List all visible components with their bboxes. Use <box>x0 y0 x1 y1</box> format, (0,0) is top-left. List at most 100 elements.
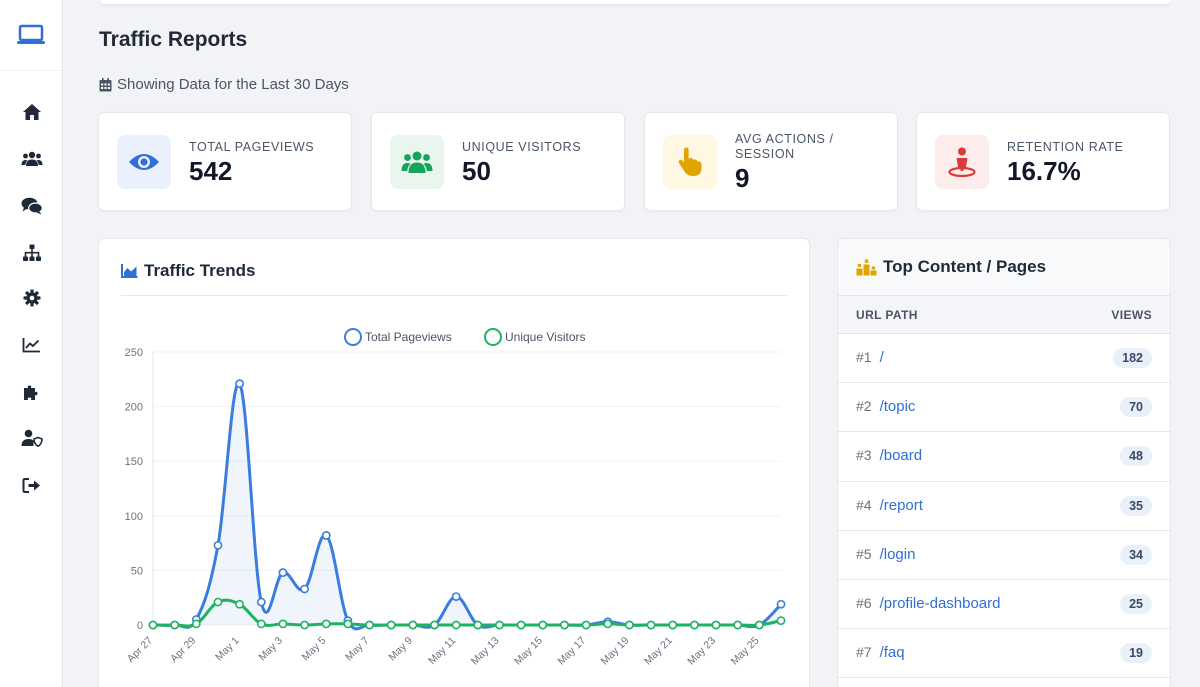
stat-icon-box <box>117 135 171 189</box>
x-tick-label: May 13 <box>469 635 502 668</box>
data-point <box>191 619 201 629</box>
row-views-badge: 19 <box>1120 643 1152 664</box>
data-point <box>235 599 245 609</box>
data-point <box>256 597 266 607</box>
sidebar-item-admins[interactable] <box>0 426 63 450</box>
y-tick-label: 0 <box>137 620 143 632</box>
sidebar-item-messages[interactable] <box>0 194 63 218</box>
legend-marker <box>484 328 502 346</box>
x-tick-label: May 1 <box>213 635 242 664</box>
data-point <box>170 620 180 630</box>
row-rank: #2 <box>856 398 872 415</box>
row-path-link[interactable]: / <box>879 349 884 367</box>
row-views-badge: 35 <box>1120 495 1152 516</box>
x-tick-label: May 21 <box>642 635 675 668</box>
location-icon <box>948 147 976 177</box>
traffic-line-chart: 0 50 100 150 200 250 Apr 27 Apr 29 May 1 May 3 May… <box>125 328 786 668</box>
x-tick-label: May 25 <box>729 635 762 668</box>
y-tick-label: 250 <box>125 347 143 359</box>
stat-value: 9 <box>735 163 750 193</box>
row-rank: #5 <box>856 545 872 562</box>
stat-icon-box <box>390 135 444 189</box>
gear-icon <box>23 289 40 307</box>
eye-icon <box>129 154 159 170</box>
row-rank: #3 <box>856 447 872 464</box>
sidebar-item-home[interactable] <box>0 100 63 124</box>
data-point <box>365 620 374 630</box>
data-point <box>625 620 634 630</box>
table-row[interactable]: #5/login 34 <box>838 531 1170 580</box>
top-content-title: Top Content / Pages <box>883 257 1047 276</box>
stat-label: Retention Rate <box>1007 140 1124 154</box>
x-tick-label: May 5 <box>300 635 329 664</box>
row-path-link[interactable]: /login <box>879 545 916 563</box>
data-point <box>430 620 439 630</box>
brand[interactable] <box>0 0 62 71</box>
stat-card-retention-rate: Retention Rate 16.7% <box>916 112 1170 211</box>
users-icon <box>21 151 42 166</box>
x-tick-label: May 15 <box>512 635 545 668</box>
row-views-badge: 34 <box>1120 544 1152 565</box>
stat-card-total-pageviews: Total Pageviews 542 <box>98 112 352 211</box>
data-point <box>668 620 678 630</box>
data-point <box>754 620 764 630</box>
divider <box>121 295 787 296</box>
sidebar-item-plugins[interactable] <box>0 380 63 404</box>
pointer-icon <box>678 147 702 176</box>
data-point <box>213 540 223 550</box>
data-point <box>776 599 786 609</box>
comments-icon <box>21 197 43 215</box>
x-tick-label: Apr 29 <box>168 635 198 665</box>
col-url-path: URL PATH <box>856 307 918 322</box>
sidebar-item-analytics[interactable] <box>0 333 63 357</box>
row-path-link[interactable]: /topic <box>879 398 916 416</box>
table-row[interactable]: #6/profile-dashboard 25 <box>838 580 1170 630</box>
page-title: Traffic Reports <box>99 28 248 51</box>
row-views-badge: 25 <box>1120 594 1152 615</box>
table-row[interactable]: #4/report 35 <box>838 482 1170 531</box>
x-tick-label: May 19 <box>599 635 632 668</box>
sidebar-item-sitemap[interactable] <box>0 241 63 265</box>
row-path-link[interactable]: /profile-dashboard <box>879 595 1001 613</box>
subtitle-text: Showing Data for the Last 30 Days <box>117 76 349 93</box>
table-row[interactable]: #2/topic 70 <box>838 383 1170 433</box>
table-header: URL PATH VIEWS <box>838 296 1170 334</box>
table-row[interactable]: #1 / 182 <box>838 334 1170 384</box>
data-point <box>300 584 309 594</box>
line-chart-icon <box>22 338 40 353</box>
x-tick-label: May 3 <box>256 635 285 664</box>
stat-icon-box <box>663 135 717 189</box>
row-path-link[interactable]: /report <box>879 496 923 514</box>
users-icon <box>401 151 433 173</box>
sidebar-item-settings[interactable] <box>0 286 63 310</box>
x-tick-label: May 11 <box>426 635 458 667</box>
calendar-icon <box>99 77 112 91</box>
stat-value: 16.7% <box>1007 156 1081 186</box>
data-point <box>321 619 331 629</box>
data-point <box>278 619 288 629</box>
y-tick-label: 200 <box>125 402 143 414</box>
data-point <box>300 620 309 630</box>
row-path-link[interactable]: /faq <box>879 644 905 662</box>
data-point <box>689 620 699 630</box>
data-point <box>473 620 483 630</box>
data-point <box>603 619 613 629</box>
stat-label: Avg Actions / Session <box>735 132 834 161</box>
data-point <box>235 379 245 389</box>
row-path-link[interactable]: /board <box>879 447 923 465</box>
sidebar-item-logout[interactable] <box>0 473 63 497</box>
table-row[interactable]: #7/faq 19 <box>838 629 1170 679</box>
logout-icon <box>22 477 40 493</box>
topbar <box>100 0 1170 4</box>
data-point <box>213 597 223 607</box>
data-point <box>538 620 548 630</box>
x-tick-label: May 9 <box>386 635 415 664</box>
data-point <box>516 620 526 630</box>
x-tick-label: May 23 <box>685 635 718 668</box>
data-point <box>386 620 396 630</box>
sidebar-item-users[interactable] <box>0 147 63 171</box>
data-point <box>256 619 266 629</box>
data-point <box>408 620 418 630</box>
table-row[interactable]: #3/board 48 <box>838 432 1170 482</box>
row-rank: #6 <box>856 595 872 612</box>
